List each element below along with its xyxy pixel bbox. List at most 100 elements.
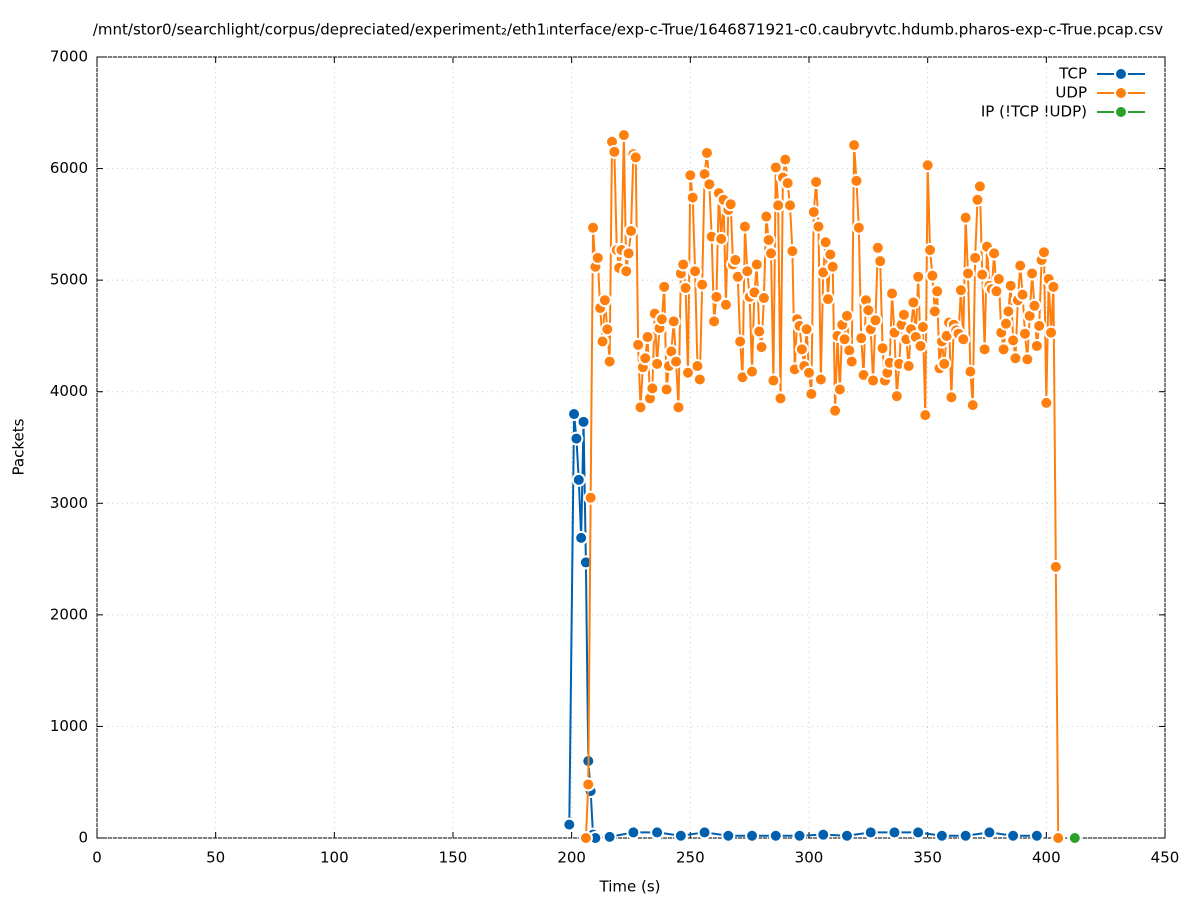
point — [780, 176, 795, 191]
point — [804, 386, 819, 401]
point — [1039, 395, 1054, 410]
legend-marker — [1114, 67, 1128, 81]
point — [650, 825, 665, 840]
point — [745, 364, 760, 379]
point — [583, 490, 598, 505]
point — [930, 284, 945, 299]
point — [633, 400, 648, 415]
point — [718, 297, 733, 312]
point — [1020, 352, 1035, 367]
point — [889, 389, 904, 404]
point — [944, 390, 959, 405]
point — [1013, 258, 1028, 273]
point — [721, 828, 736, 843]
point — [1029, 338, 1044, 353]
point — [569, 431, 584, 446]
point — [671, 400, 686, 415]
point — [638, 351, 653, 366]
point — [567, 407, 582, 422]
point — [873, 254, 888, 269]
point — [602, 829, 617, 844]
point — [571, 472, 586, 487]
point — [875, 341, 890, 356]
point — [702, 177, 717, 192]
point — [645, 381, 660, 396]
point — [737, 219, 752, 234]
point — [740, 264, 755, 279]
point — [1032, 318, 1047, 333]
point — [631, 337, 646, 352]
point — [958, 210, 973, 225]
point — [965, 398, 980, 413]
legend-label: IP (!TCP !UDP) — [981, 103, 1087, 121]
point — [820, 292, 835, 307]
y-axis-label: Packets — [10, 418, 28, 475]
x-tick-label: 400 — [1032, 849, 1061, 867]
legend-marker — [1114, 86, 1128, 100]
point — [937, 356, 952, 371]
point — [709, 289, 724, 304]
x-tick-label: 350 — [913, 849, 942, 867]
point — [925, 268, 940, 283]
point — [1029, 828, 1044, 843]
point — [832, 382, 847, 397]
point — [842, 343, 857, 358]
point — [581, 777, 596, 792]
point — [619, 264, 634, 279]
point — [816, 827, 831, 842]
point — [863, 825, 878, 840]
legend-label: UDP — [1055, 84, 1087, 102]
point — [918, 408, 933, 423]
point — [669, 354, 684, 369]
point — [861, 303, 876, 318]
x-axis-label: Time (s) — [599, 878, 661, 896]
point — [590, 250, 605, 265]
point — [676, 257, 691, 272]
point — [828, 403, 843, 418]
y-tick-label: 4000 — [50, 382, 88, 400]
point — [972, 179, 987, 194]
point — [707, 314, 722, 329]
point — [697, 825, 712, 840]
point — [695, 277, 710, 292]
point — [640, 330, 655, 345]
point — [885, 286, 900, 301]
point — [745, 828, 760, 843]
point — [813, 372, 828, 387]
point — [977, 342, 992, 357]
point — [600, 322, 615, 337]
y-tick-label: 1000 — [50, 717, 88, 735]
x-tick-label: 200 — [557, 849, 586, 867]
point — [847, 138, 862, 153]
point — [1067, 831, 1082, 845]
x-tick-label: 250 — [676, 849, 705, 867]
y-tick-label: 2000 — [50, 605, 88, 623]
point — [574, 530, 589, 545]
point — [690, 359, 705, 374]
point — [982, 825, 997, 840]
point — [723, 197, 738, 212]
point — [785, 244, 800, 259]
point — [870, 240, 885, 255]
x-tick-label: 100 — [320, 849, 349, 867]
x-tick-label: 300 — [795, 849, 824, 867]
point — [773, 391, 788, 406]
point — [866, 373, 881, 388]
point — [626, 825, 641, 840]
point — [956, 332, 971, 347]
point — [688, 264, 703, 279]
legend-marker — [1114, 105, 1128, 119]
y-tick-label: 5000 — [50, 271, 88, 289]
point — [768, 160, 783, 175]
point — [1006, 828, 1021, 843]
point — [1048, 559, 1063, 574]
point — [1046, 279, 1061, 294]
point — [839, 308, 854, 323]
plot-frame — [96, 56, 1166, 839]
point — [958, 828, 973, 843]
point — [802, 365, 816, 380]
point — [1036, 245, 1051, 260]
point — [854, 331, 869, 346]
point — [844, 354, 859, 369]
